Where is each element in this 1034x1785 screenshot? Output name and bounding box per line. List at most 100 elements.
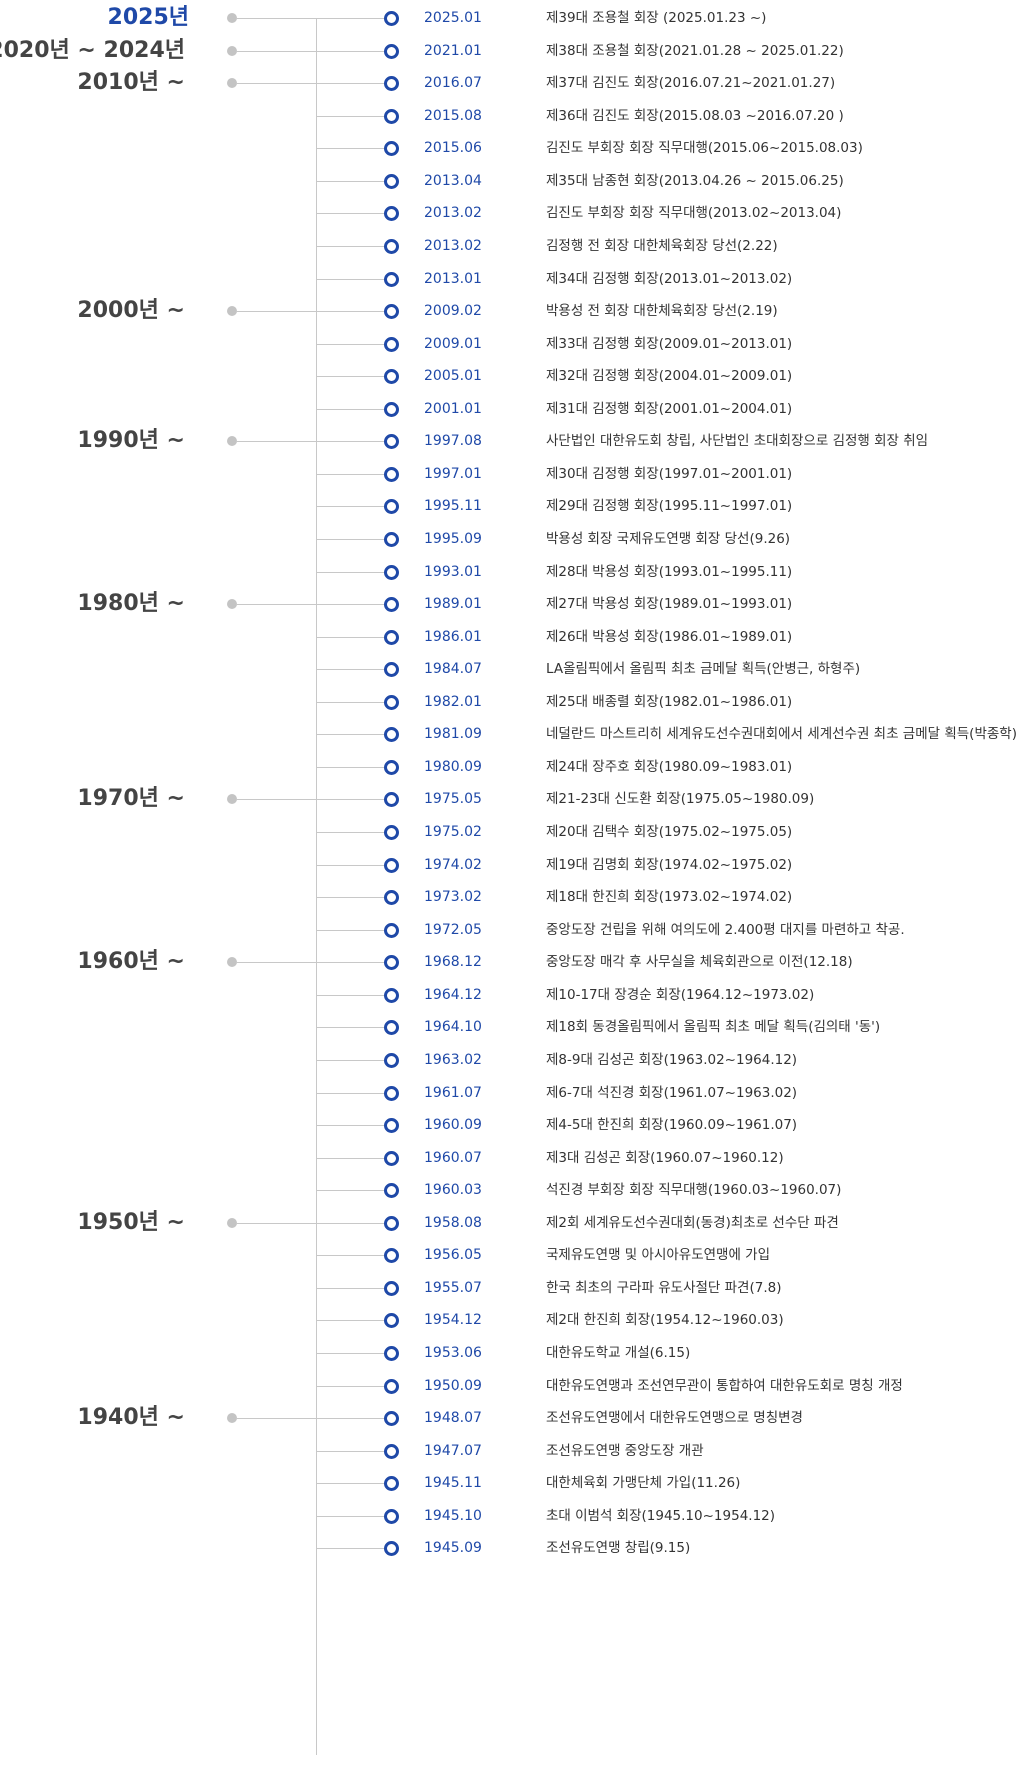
event-connector xyxy=(316,376,384,378)
decade-dot-icon xyxy=(227,794,237,805)
event-connector xyxy=(316,1190,384,1192)
event-date: 1973.02 xyxy=(424,889,482,906)
event-connector xyxy=(316,1092,384,1094)
event-marker-icon xyxy=(384,434,399,450)
event-connector xyxy=(316,766,384,768)
event-date: 1953.06 xyxy=(424,1345,482,1361)
event-description: 초대 이범석 회장(1945.10~1954.12) xyxy=(546,1507,776,1524)
event-date: 1948.07 xyxy=(424,1410,482,1427)
event-description: 김진도 부회장 회장 직무대행(2013.02~2013.04) xyxy=(546,205,842,222)
decade-marker: 1980년 ~ xyxy=(0,589,316,619)
event-connector xyxy=(316,799,384,801)
event-description: 중앙도장 건립을 위해 여의도에 2.400평 대지를 마련하고 착공. xyxy=(546,921,905,938)
event-description: 제25대 배종렬 회장(1982.01~1986.01) xyxy=(546,693,793,710)
event-connector xyxy=(316,734,384,736)
timeline-event: 1945.11 대한체육회 가맹단체 가입(11.26) xyxy=(316,1468,1034,1498)
event-marker-icon xyxy=(384,1150,399,1166)
event-date: 1975.02 xyxy=(424,824,482,840)
decade-connector xyxy=(237,604,316,606)
event-description: 중앙도장 매각 후 사무실을 체육회관으로 이전(12.18) xyxy=(546,954,853,971)
event-description: 박용성 회장 국제유도연맹 회장 당선(9.26) xyxy=(546,531,791,547)
event-date: 1997.01 xyxy=(424,465,482,482)
event-connector xyxy=(316,50,384,52)
event-marker-icon xyxy=(384,825,399,840)
event-date: 2009.01 xyxy=(424,335,482,352)
timeline-event: 2009.01 제33대 김정행 회장(2009.01~2013.01) xyxy=(316,329,1034,359)
decade-label: 1970년 ~ xyxy=(77,786,185,812)
event-description: 제31대 김정행 회장(2001.01~2004.01) xyxy=(546,400,793,417)
event-description: 김정행 전 회장 대한체육회장 당선(2.22) xyxy=(546,237,778,254)
timeline-event: 1955.07 한국 최초의 구라파 유도사절단 파견(7.8) xyxy=(316,1273,1034,1303)
event-date: 1980.09 xyxy=(424,758,482,775)
event-description: LA올림픽에서 올림픽 최초 금메달 획득(안병근, 하형주) xyxy=(546,661,861,678)
timeline-event: 1963.02 제8-9대 김성곤 회장(1963.02~1964.12) xyxy=(316,1045,1034,1075)
event-date: 1955.07 xyxy=(424,1279,482,1296)
event-connector xyxy=(316,278,384,280)
event-description: 제24대 장주호 회장(1980.09~1983.01) xyxy=(546,758,793,775)
event-description: 제3대 김성곤 회장(1960.07~1960.12) xyxy=(546,1149,784,1166)
event-description: 제35대 남종현 회장(2013.04.26 ~ 2015.06.25) xyxy=(546,172,844,189)
event-marker-icon xyxy=(384,1085,399,1101)
event-connector xyxy=(316,115,384,117)
event-marker-icon xyxy=(384,564,399,580)
event-marker-icon xyxy=(384,1280,399,1296)
event-connector xyxy=(316,245,384,247)
event-marker-icon xyxy=(384,206,399,222)
decade-dot-icon xyxy=(227,436,237,447)
event-date: 1963.02 xyxy=(424,1051,482,1068)
timeline-event: 2013.02 김진도 부회장 회장 직무대행(2013.02~2013.04) xyxy=(316,198,1034,228)
event-description: 조선유도연맹 중앙도장 개관 xyxy=(546,1442,704,1459)
event-description: 제4-5대 한진희 회장(1960.09~1961.07) xyxy=(546,1117,798,1133)
event-description: 제32대 김정행 회장(2004.01~2009.01) xyxy=(546,368,793,385)
timeline-event: 1960.09 제4-5대 한진희 회장(1960.09~1961.07) xyxy=(316,1110,1034,1140)
decade-marker: 2010년 ~ xyxy=(0,68,316,98)
event-marker-icon xyxy=(384,499,399,515)
event-marker-icon xyxy=(384,890,399,906)
timeline-event: 1973.02 제18대 한진희 회장(1973.02~1974.02) xyxy=(316,882,1034,912)
event-connector xyxy=(316,832,384,833)
timeline-event: 2015.06 김진도 부회장 회장 직무대행(2015.06~2015.08.0… xyxy=(316,133,1034,163)
event-marker-icon xyxy=(384,694,399,710)
event-description: 제6-7대 석진경 회장(1961.07~1963.02) xyxy=(546,1084,798,1101)
event-connector xyxy=(316,1059,384,1061)
event-connector xyxy=(316,18,384,19)
event-description: 제2대 한진희 회장(1954.12~1960.03) xyxy=(546,1312,784,1329)
decade-label: 2010년 ~ xyxy=(77,70,185,96)
decade-connector xyxy=(237,799,316,801)
timeline-event: 1982.01 제25대 배종렬 회장(1982.01~1986.01) xyxy=(316,687,1034,717)
timeline-event: 2025.01 제39대 조용철 회장 (2025.01.23 ~) xyxy=(316,3,1034,33)
event-date: 1960.09 xyxy=(424,1117,482,1133)
event-date: 2013.02 xyxy=(424,205,482,222)
event-date: 2021.01 xyxy=(424,42,482,59)
decade-dot-icon xyxy=(227,1413,237,1424)
event-description: 국제유도연맹 및 아시아유도연맹에 가입 xyxy=(546,1247,771,1264)
event-date: 1986.01 xyxy=(424,628,482,645)
event-date: 2015.06 xyxy=(424,140,482,157)
event-description: 제18대 한진희 회장(1973.02~1974.02) xyxy=(546,889,793,906)
event-connector xyxy=(316,83,384,85)
event-date: 1945.09 xyxy=(424,1540,482,1557)
event-marker-icon xyxy=(384,1248,399,1264)
event-connector xyxy=(316,473,384,475)
event-date: 1950.09 xyxy=(424,1377,482,1394)
event-description: 대한유도연맹과 조선연무관이 통합하여 대한유도회로 명칭 개정 xyxy=(546,1377,903,1394)
timeline-event: 1947.07 조선유도연맹 중앙도장 개관 xyxy=(316,1436,1034,1466)
decade-label: 2000년 ~ xyxy=(77,298,185,323)
event-marker-icon xyxy=(384,922,399,938)
decade-label: 1980년 ~ xyxy=(77,591,185,617)
event-date: 1964.12 xyxy=(424,986,482,1003)
event-date: 2015.08 xyxy=(424,107,482,124)
event-description: 제30대 김정행 회장(1997.01~2001.01) xyxy=(546,465,793,482)
timeline-event: 1950.09 대한유도연맹과 조선연무관이 통합하여 대한유도회로 명칭 개정 xyxy=(316,1371,1034,1401)
timeline-event: 2021.01 제38대 조용철 회장(2021.01.28 ~ 2025.01.… xyxy=(316,36,1034,66)
event-marker-icon xyxy=(384,238,399,254)
event-connector xyxy=(316,669,384,671)
event-connector xyxy=(316,343,384,345)
decade-dot-icon xyxy=(227,13,237,23)
event-marker-icon xyxy=(384,336,399,352)
decade-marker: 1960년 ~ xyxy=(0,947,316,977)
event-connector xyxy=(316,311,384,312)
event-marker-icon xyxy=(384,1183,399,1199)
decade-marker: 1940년 ~ xyxy=(0,1403,316,1433)
